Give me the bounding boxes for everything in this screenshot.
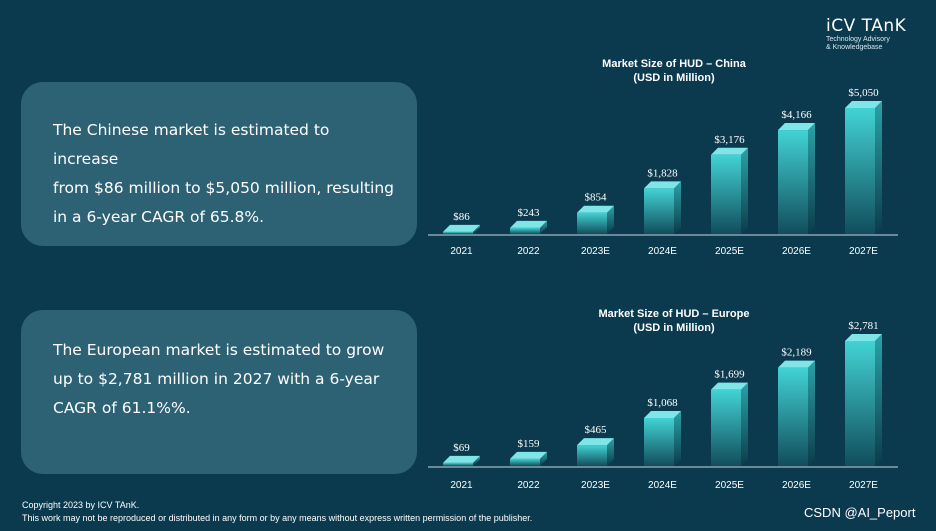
value-label-2027E: $2,781	[848, 320, 878, 332]
bar-2024E	[644, 181, 681, 234]
bar-2027E	[845, 101, 882, 234]
category-label-2025E: 2025E	[715, 246, 744, 257]
brand-logo: iCV TAnK Technology Advisory & Knowledge…	[826, 16, 906, 52]
chart-subtitle: (USD in Million)	[633, 72, 715, 84]
value-label-2026E: $2,189	[781, 347, 812, 359]
value-label-2021: $86	[453, 211, 470, 223]
bar-2023E	[577, 438, 614, 466]
value-label-2025E: $3,176	[714, 134, 745, 146]
category-label-2025E: 2025E	[715, 480, 744, 491]
china-summary-text: The Chinese market is estimated to incre…	[53, 116, 397, 232]
value-label-2021: $69	[453, 442, 470, 454]
europe-summary-line: up to $2,781 million in 2027 with a 6-ye…	[53, 370, 380, 388]
value-label-2022: $243	[518, 207, 541, 219]
china-summary-line: in a 6-year CAGR of 65.8%.	[53, 208, 265, 226]
value-label-2023E: $465	[585, 424, 608, 436]
china-summary-line: The Chinese market is estimated to incre…	[53, 121, 330, 168]
chart-title: Market Size of HUD – China	[602, 58, 747, 70]
bar-2024E	[644, 410, 681, 466]
category-label-2027E: 2027E	[849, 246, 878, 257]
bar-2026E	[778, 360, 815, 466]
category-label-2024E: 2024E	[648, 480, 677, 491]
category-label-2026E: 2026E	[782, 480, 811, 491]
value-label-2024E: $1,068	[647, 397, 678, 409]
europe-summary-card: The European market is estimated to grow…	[21, 310, 417, 474]
value-label-2024E: $1,828	[647, 167, 678, 179]
europe-summary-line: CAGR of 61.1%%.	[53, 399, 191, 417]
category-label-2026E: 2026E	[782, 246, 811, 257]
logo-tagline-1: Technology Advisory	[826, 36, 890, 43]
category-label-2021: 2021	[450, 480, 473, 491]
chart-title: Market Size of HUD – Europe	[599, 308, 750, 320]
bar-2023E	[577, 205, 614, 234]
value-label-2022: $159	[518, 438, 541, 450]
copyright-text: Copyright 2023 by ICV TAnK.	[22, 500, 140, 510]
china-summary-card: The Chinese market is estimated to incre…	[21, 82, 417, 246]
china-summary-line: from $86 million to $5,050 million, resu…	[53, 179, 395, 197]
category-label-2027E: 2027E	[849, 480, 878, 491]
logo-name: iCV TAnK	[826, 16, 907, 36]
bar-2022	[510, 220, 547, 234]
china-hud-bar-chart: Market Size of HUD – China (USD in Millio…	[428, 58, 898, 257]
bar-2025E	[711, 382, 748, 466]
value-label-2023E: $854	[585, 192, 608, 204]
value-label-2027E: $5,050	[848, 87, 879, 99]
category-label-2024E: 2024E	[648, 246, 677, 257]
bar-2026E	[778, 123, 815, 234]
watermark: CSDN @AI_Peport	[804, 505, 916, 520]
chart-subtitle: (USD in Million)	[633, 322, 715, 334]
bar-2025E	[711, 147, 748, 234]
europe-summary-line: The European market is estimated to grow	[53, 341, 385, 359]
value-label-2025E: $1,699	[714, 369, 745, 381]
bar-2021	[443, 455, 480, 466]
bar-2021	[443, 224, 480, 234]
europe-summary-text: The European market is estimated to grow…	[53, 336, 397, 423]
logo-tagline-2: & Knowledgebase	[826, 44, 883, 51]
category-label-2023E: 2023E	[581, 480, 610, 491]
bar-2027E	[845, 334, 882, 466]
value-label-2026E: $4,166	[781, 109, 812, 121]
copyright-notice: This work may not be reproduced or distr…	[22, 513, 533, 523]
bar-2022	[510, 451, 547, 466]
category-label-2023E: 2023E	[581, 246, 610, 257]
category-label-2022: 2022	[517, 480, 540, 491]
category-label-2021: 2021	[450, 246, 473, 257]
europe-hud-bar-chart: Market Size of HUD – Europe (USD in Milli…	[428, 308, 898, 491]
category-label-2022: 2022	[517, 246, 540, 257]
